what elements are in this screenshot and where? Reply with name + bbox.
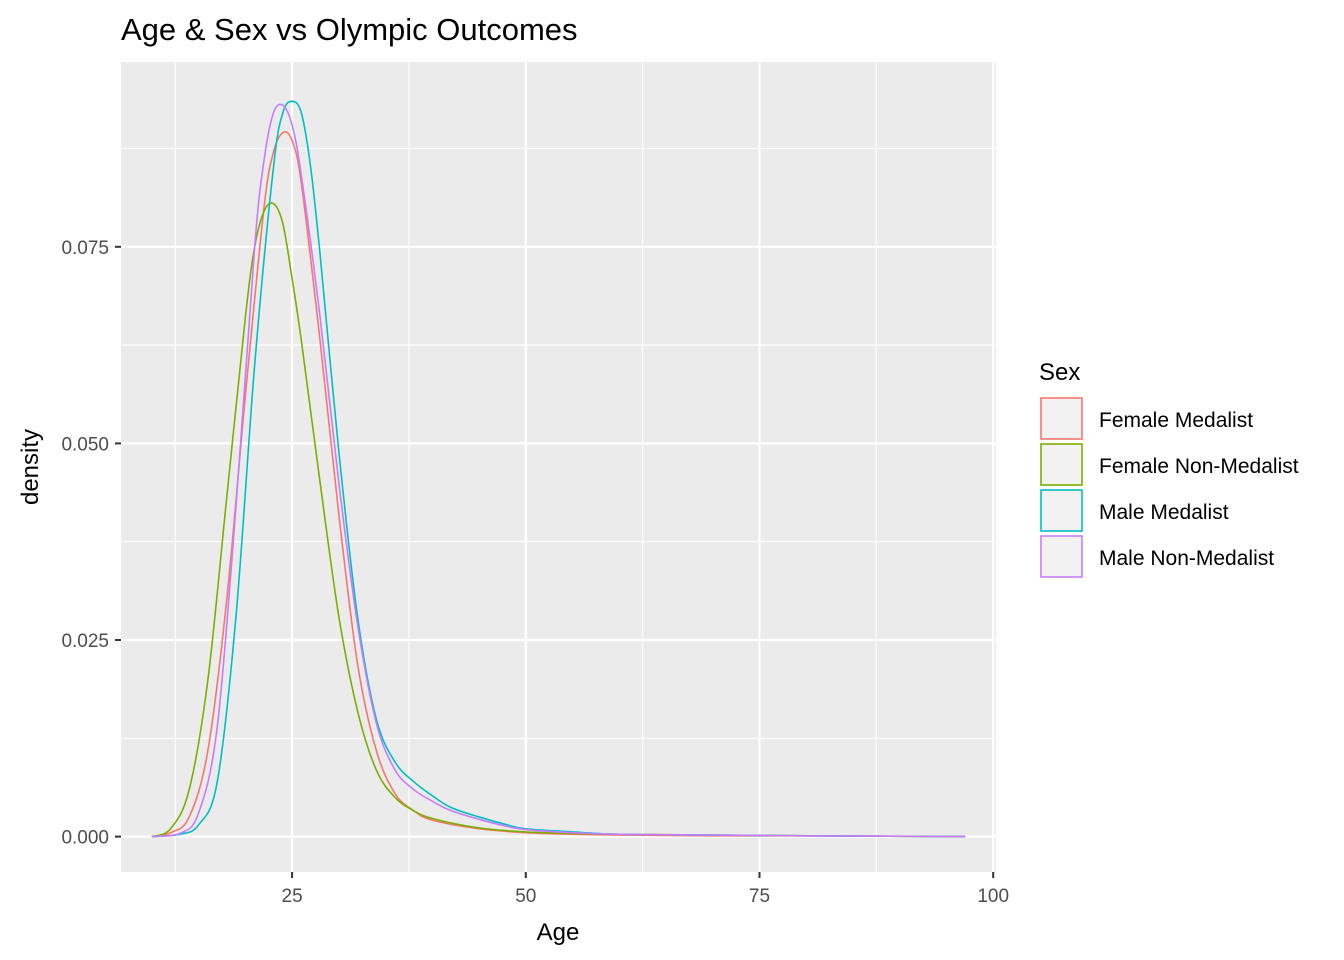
series-line-male-non-medalist — [151, 103, 966, 838]
y-axis-title: density — [17, 429, 44, 505]
legend-label-female-medalist: Female Medalist — [1099, 409, 1253, 432]
x-tick-label: 25 — [282, 886, 303, 907]
y-tick-label: 0.050 — [61, 434, 109, 455]
legend-key-female-medalist — [1040, 397, 1083, 440]
legend-label-male-medalist: Male Medalist — [1099, 501, 1229, 524]
chart-title: Age & Sex vs Olympic Outcomes — [121, 12, 578, 47]
x-axis-title: Age — [537, 919, 580, 946]
legend-key-female-non-medalist — [1040, 443, 1083, 486]
plot-panel — [121, 62, 996, 872]
legend-label-male-non-medalist: Male Non-Medalist — [1099, 547, 1274, 570]
x-tick-label: 100 — [977, 886, 1009, 907]
y-tick-label: 0.075 — [61, 238, 109, 259]
legend-label-female-non-medalist: Female Non-Medalist — [1099, 455, 1299, 478]
series-lines — [151, 100, 966, 838]
y-tick-label: 0.000 — [61, 828, 109, 849]
legend: Sex Female Medalist Female Non-Medalist Ma… — [1039, 359, 1299, 578]
legend-key-male-non-medalist — [1040, 535, 1083, 578]
x-tick-label: 50 — [515, 886, 536, 907]
series-line-male-medalist — [151, 100, 966, 838]
legend-title: Sex — [1039, 359, 1080, 386]
x-tick-label: 75 — [749, 886, 770, 907]
y-tick-label: 0.025 — [61, 631, 109, 652]
axis-ticks: 25 50 75 100 0.000 0.025 0.050 0.075 — [61, 238, 1009, 907]
legend-key-male-medalist — [1040, 489, 1083, 532]
